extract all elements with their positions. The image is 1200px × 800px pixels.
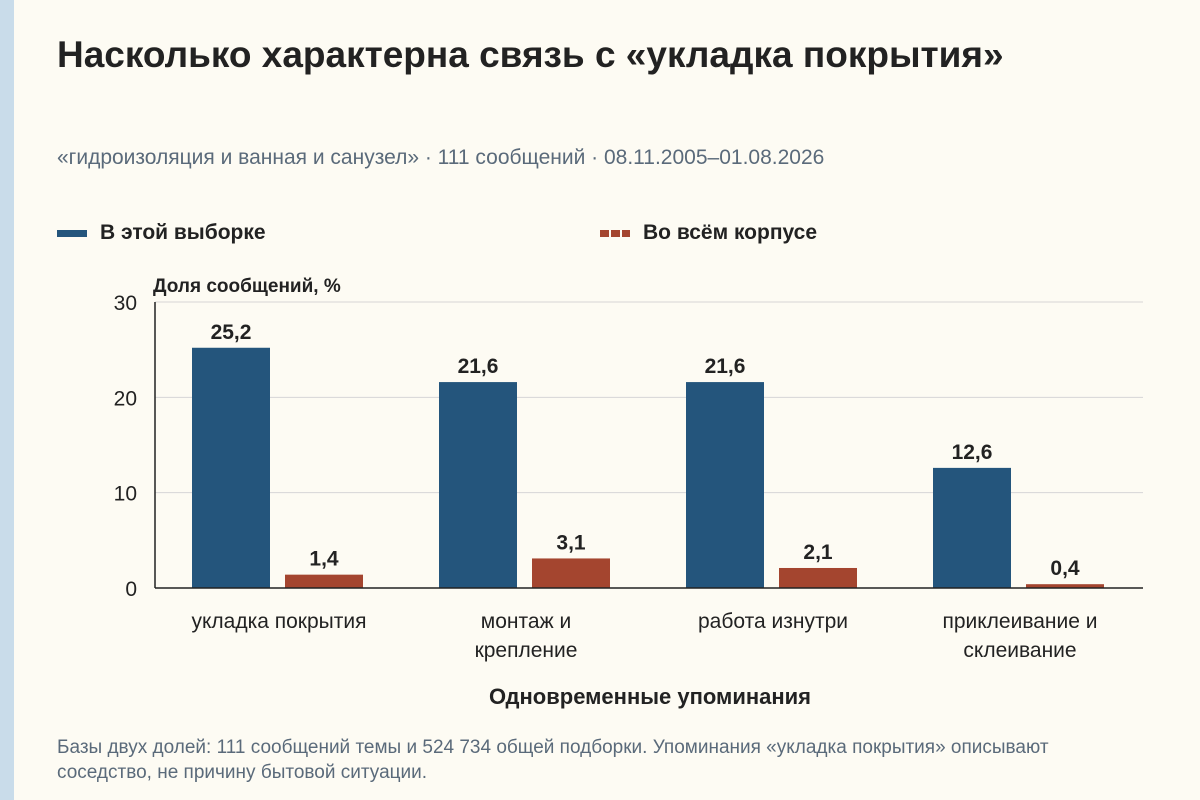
x-tick-label: приклеивание и bbox=[942, 610, 1097, 633]
y-tick-label: 20 bbox=[114, 387, 137, 410]
bar-sample-4 bbox=[933, 467, 1011, 588]
footnote: Базы двух долей: 111 сообщений темы и 52… bbox=[57, 737, 1049, 783]
legend-label-corpus: Во всём корпусе bbox=[643, 221, 818, 244]
data-label: 21,6 bbox=[458, 355, 499, 378]
x-tick-label: работа изнутри bbox=[698, 610, 848, 633]
bar-corpus-1 bbox=[285, 574, 363, 588]
bar-sample-1 bbox=[192, 347, 270, 588]
left-accent-strip bbox=[0, 0, 14, 800]
legend-swatch-corpus bbox=[600, 229, 630, 237]
bar-corpus-3 bbox=[779, 567, 857, 588]
data-label: 25,2 bbox=[211, 321, 252, 344]
bar-corpus-2 bbox=[532, 558, 610, 588]
y-axis-title: Доля сообщений, % bbox=[153, 276, 341, 297]
y-tick-label: 30 bbox=[114, 292, 137, 315]
y-tick-label: 10 bbox=[114, 483, 137, 506]
bar-sample-3 bbox=[686, 382, 764, 588]
legend-item-sample: В этой выборке bbox=[57, 218, 266, 248]
x-tick-label: склеивание bbox=[963, 639, 1076, 662]
page-title: Насколько характерна связь с «укладка по… bbox=[57, 34, 1004, 75]
data-label: 3,1 bbox=[556, 531, 586, 554]
page-subtitle: «гидроизоляция и ванная и санузел» · 111… bbox=[57, 146, 825, 169]
x-axis-title: Одновременные упоминания bbox=[488, 684, 812, 709]
data-label: 0,4 bbox=[1050, 557, 1080, 580]
legend-item-corpus: Во всём корпусе bbox=[600, 218, 817, 248]
data-label: 12,6 bbox=[952, 441, 993, 464]
x-tick-label: крепление bbox=[475, 639, 578, 662]
y-tick-label: 0 bbox=[125, 578, 137, 601]
bar-sample-2 bbox=[439, 382, 517, 588]
x-tick-label: монтаж и bbox=[481, 610, 571, 633]
legend-swatch-sample bbox=[57, 229, 87, 237]
data-label: 21,6 bbox=[705, 355, 746, 378]
data-label: 2,1 bbox=[803, 541, 833, 564]
data-label: 1,4 bbox=[309, 548, 339, 571]
legend-label-sample: В этой выборке bbox=[100, 221, 266, 244]
x-tick-label: укладка покрытия bbox=[191, 610, 366, 633]
bar-corpus-4 bbox=[1026, 584, 1104, 588]
